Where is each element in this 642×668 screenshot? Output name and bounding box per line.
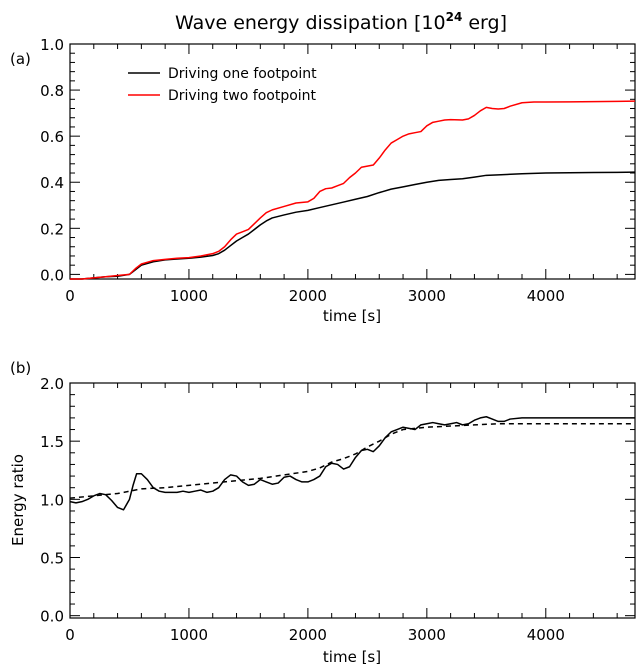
panel-label: (a) [10, 50, 31, 68]
y-tick-label: 0.0 [40, 608, 64, 626]
y-axis-label: Energy ratio [9, 454, 27, 546]
series-line-0 [69, 415, 635, 511]
x-tick-label: 0 [65, 287, 75, 305]
y-tick-label: 2.0 [40, 375, 64, 393]
plot-frame [69, 382, 636, 619]
y-tick-label: 1.0 [40, 36, 64, 54]
y-tick-label: 0.6 [40, 128, 64, 146]
axis-ticks: 0 1000 2000 3000 4000 0.0 0.2 0.4 0.6 0.8 1.0 [40, 36, 635, 305]
x-tick-label: 1000 [170, 287, 208, 305]
x-tick-label: 0 [65, 626, 75, 644]
y-tick-label: 0.8 [40, 82, 64, 100]
chart-title: Wave energy dissipation [1024 erg] [175, 10, 507, 34]
x-axis-label: time [s] [323, 307, 381, 325]
x-tick-label: 3000 [408, 287, 446, 305]
panel-b: (b) 0 1000 2000 3000 4000 0.0 0.5 1.0 1.5 2.0 Ene… [9, 359, 636, 666]
x-tick-label: 2000 [289, 626, 327, 644]
y-tick-label: 0.4 [40, 174, 64, 192]
legend-label: Driving two footpoint [168, 88, 317, 104]
series-lines [70, 100, 636, 280]
y-tick-label: 1.0 [40, 491, 64, 509]
x-tick-label: 3000 [408, 626, 446, 644]
legend-label: Driving one footpoint [168, 66, 317, 82]
x-tick-label: 4000 [527, 287, 565, 305]
x-tick-label: 4000 [527, 626, 565, 644]
series-lines [69, 415, 635, 511]
series-line-0 [70, 171, 636, 280]
y-tick-label: 1.5 [40, 433, 64, 451]
series-line-1 [69, 422, 635, 499]
panel-label: (b) [10, 359, 31, 377]
axis-ticks: 0 1000 2000 3000 4000 0.0 0.5 1.0 1.5 2.0 [40, 375, 635, 644]
plot-frame [69, 43, 636, 280]
x-axis-label: time [s] [323, 648, 381, 666]
y-tick-label: 0.0 [40, 266, 64, 284]
series-line-1 [70, 100, 636, 280]
x-tick-label: 2000 [289, 287, 327, 305]
x-tick-label: 1000 [170, 626, 208, 644]
y-tick-label: 0.5 [40, 550, 64, 568]
legend: Driving one footpoint Driving two footpoi… [128, 66, 317, 104]
y-tick-label: 0.2 [40, 220, 64, 238]
panel-a: Wave energy dissipation [1024 erg] (a) 0… [10, 10, 636, 325]
